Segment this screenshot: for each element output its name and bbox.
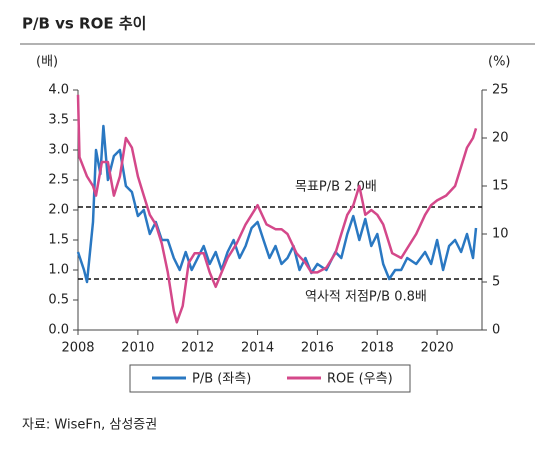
x-tick-label: 2010 bbox=[121, 341, 154, 356]
legend-label: ROE (우측) bbox=[327, 372, 393, 387]
x-tick-label: 2014 bbox=[241, 341, 274, 356]
y-tick-label: 2.0 bbox=[48, 203, 69, 218]
y2-tick-label: 0 bbox=[492, 323, 500, 338]
series-line bbox=[76, 94, 478, 324]
y2-axis-label: (%) bbox=[488, 55, 511, 70]
source: 자료: WiseFn, 삼성증권 bbox=[22, 418, 157, 433]
legend-box bbox=[129, 364, 411, 393]
legend-label: P/B (좌측) bbox=[192, 372, 251, 387]
y2-tick-label: 15 bbox=[492, 179, 509, 194]
x-tick-label: 2008 bbox=[61, 341, 94, 356]
y-tick-label: 1.0 bbox=[48, 263, 69, 278]
y2-tick-label: 25 bbox=[492, 83, 509, 98]
x-tick-label: 2016 bbox=[301, 341, 334, 356]
y-tick-label: 1.5 bbox=[48, 233, 69, 248]
y2-tick-label: 5 bbox=[492, 275, 500, 290]
x-tick-label: 2018 bbox=[361, 341, 394, 356]
y-tick-label: 2.5 bbox=[48, 173, 69, 188]
x-tick-label: 2012 bbox=[181, 341, 214, 356]
annotation: 목표P/B 2.0배 bbox=[295, 180, 377, 195]
y2-tick-label: 20 bbox=[492, 131, 509, 146]
y2-tick-label: 10 bbox=[492, 227, 509, 242]
annotation: 역사적 저점P/B 0.8배 bbox=[305, 290, 427, 305]
chart-title: P/B vs ROE 추이 bbox=[22, 15, 146, 33]
y-tick-label: 0.5 bbox=[48, 293, 69, 308]
series-line bbox=[76, 124, 478, 284]
y-tick-label: 4.0 bbox=[48, 83, 69, 98]
x-tick-label: 2020 bbox=[421, 341, 454, 356]
y-tick-label: 0.0 bbox=[48, 323, 69, 338]
y-axis-label: (배) bbox=[36, 55, 58, 70]
y-tick-label: 3.5 bbox=[48, 113, 69, 128]
y-tick-label: 3.0 bbox=[48, 143, 69, 158]
